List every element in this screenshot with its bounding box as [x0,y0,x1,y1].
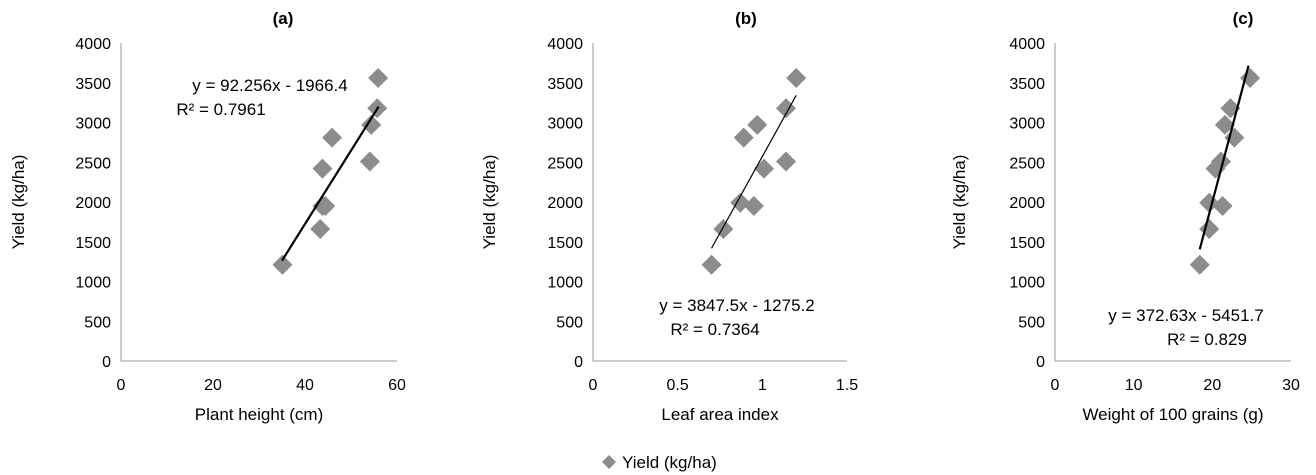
y-tick-label: 1500 [547,235,583,252]
data-point [776,151,797,172]
data-point [1212,195,1233,216]
y-tick-label: 3000 [1009,116,1045,133]
y-tick-label: 3000 [547,116,583,133]
data-point [1240,67,1261,88]
r-squared-label: R² = 0.829 [1167,330,1247,349]
data-point [733,127,754,148]
y-tick-label: 1000 [75,275,111,292]
y-tick-label: 500 [556,314,583,331]
x-axis-label: Leaf area index [661,405,779,424]
y-tick-label: 2000 [547,195,583,212]
data-point [713,219,734,240]
y-tick-label: 4000 [547,36,583,53]
data-point [1214,114,1235,135]
x-tick-label: 0 [117,377,126,394]
y-tick-label: 1000 [547,275,583,292]
legend-marker [602,455,616,469]
y-axis-label: Yield (kg/ha) [9,155,28,250]
data-point [747,114,768,135]
legend-label: Yield (kg/ha) [622,453,717,472]
data-point [272,254,293,275]
data-point [315,195,336,216]
data-point [776,98,797,119]
x-tick-label: 10 [1125,377,1143,394]
y-axis-label: Yield (kg/ha) [480,155,499,250]
x-tick-label: 20 [204,377,222,394]
data-point [310,219,331,240]
panel-a: 0 500 1000 1500 2000 2500 3000 3500 4000 0 20 40 60 (… [9,9,406,424]
x-tick-label: 20 [1203,377,1221,394]
y-tick-label: 1500 [1009,235,1045,252]
y-axis-label: Yield (kg/ha) [950,155,969,250]
panel-b: 0 500 1000 1500 2000 2500 3000 3500 4000 0 0.5 1 1.5… [480,9,858,424]
r-squared-label: R² = 0.7961 [176,100,265,119]
y-tick-label: 2000 [75,195,111,212]
y-tick-label: 0 [574,354,583,371]
y-tick-label: 1000 [1009,275,1045,292]
data-point [361,114,382,135]
panel-c: 0 500 1000 1500 2000 2500 3000 3500 4000 0 10 20 30 (… [950,9,1300,424]
y-tick-label: 500 [1018,314,1045,331]
x-tick-label: 40 [296,377,314,394]
trendline-equation: y = 372.63x - 5451.7 [1108,306,1263,325]
panel-title: (b) [735,9,757,28]
y-tick-label: 4000 [1009,36,1045,53]
y-tick-label: 2500 [547,155,583,172]
y-tick-label: 0 [102,354,111,371]
panel-title: (a) [273,9,294,28]
x-axis-label: Plant height (cm) [195,405,324,424]
panel-title: (c) [1233,9,1254,28]
data-point [701,254,722,275]
data-point [322,127,343,148]
x-tick-label: 0.5 [667,377,689,394]
data-point [786,67,807,88]
data-point [368,67,389,88]
x-axis-label: Weight of 100 grains (g) [1082,405,1263,424]
x-tick-label: 0 [589,377,598,394]
data-point [359,151,380,172]
r-squared-label: R² = 0.7364 [670,320,759,339]
y-tick-label: 2500 [1009,155,1045,172]
data-point [1224,127,1245,148]
x-tick-label: 60 [388,377,406,394]
x-tick-label: 30 [1282,377,1300,394]
y-tick-label: 500 [84,314,111,331]
y-tick-label: 0 [1036,354,1045,371]
y-tick-label: 3500 [547,76,583,93]
y-tick-label: 2500 [75,155,111,172]
x-tick-label: 0 [1051,377,1060,394]
trendline [711,95,797,249]
y-tick-label: 3500 [75,76,111,93]
trendline-equation: y = 92.256x - 1966.4 [192,76,347,95]
legend: Yield (kg/ha) [602,453,717,472]
data-point [312,158,333,179]
data-point [730,192,751,213]
y-tick-label: 3000 [75,116,111,133]
x-tick-label: 1.5 [836,377,858,394]
y-tick-label: 2000 [1009,195,1045,212]
data-point [743,195,764,216]
y-tick-label: 1500 [75,235,111,252]
x-tick-label: 1 [758,377,767,394]
data-point [1189,254,1210,275]
y-tick-label: 4000 [75,36,111,53]
trendline [281,106,380,262]
y-tick-label: 3500 [1009,76,1045,93]
trendline [1198,65,1250,250]
trendline-equation: y = 3847.5x - 1275.2 [659,296,814,315]
data-point [754,158,775,179]
data-point [1210,151,1231,172]
